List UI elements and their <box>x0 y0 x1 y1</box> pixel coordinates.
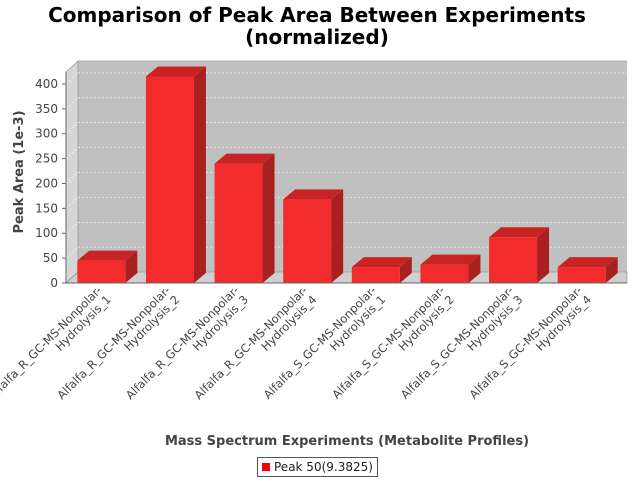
bar <box>214 153 275 283</box>
bar-side <box>399 257 412 283</box>
bar-front <box>351 267 400 283</box>
y-axis-label: Peak Area (1e-3) <box>12 110 27 233</box>
bar <box>283 189 344 283</box>
y-tick-label: 400 <box>35 77 58 91</box>
gridline-side <box>65 147 79 159</box>
bar <box>77 250 138 283</box>
bar-top <box>351 257 412 268</box>
y-tick-label: 350 <box>35 102 58 116</box>
gridline-side <box>65 72 79 85</box>
x-axis-label: Mass Spectrum Experiments (Metabolite Pr… <box>165 434 529 449</box>
bar-front <box>77 260 126 283</box>
gridline-side <box>65 197 79 209</box>
x-tick-label: Alfalfa_R_GC-MS-Nonpolar-Hydrolysis_3 <box>123 283 251 402</box>
x-tick-label: Alfalfa_R_GC-MS-Nonpolar-Hydrolysis_4 <box>191 283 319 402</box>
y-axis: 0 50 100 150 200 250 300 350 400 <box>35 72 67 290</box>
bar-front <box>214 163 263 283</box>
bar-top <box>283 189 344 200</box>
legend-swatch <box>262 463 270 471</box>
y-tick-label: 50 <box>43 251 58 265</box>
x-tick-label: Alfalfa_S_GC-MS-Nonpolar-Hydrolysis_3 <box>398 283 526 401</box>
y-tick-label: 100 <box>35 226 58 240</box>
plot-left-wall <box>65 60 79 284</box>
bar-side <box>125 250 138 283</box>
gridline-side <box>65 222 79 234</box>
bar-top <box>420 254 481 265</box>
bar-front <box>420 264 469 283</box>
bar-side <box>331 189 344 283</box>
gridline-side <box>65 246 79 259</box>
bar <box>351 257 412 283</box>
chart-subtitle: (normalized) <box>245 25 389 49</box>
x-axis: Alfalfa_R_GC-MS-Nonpolar-Hydrolysis_1Alf… <box>0 282 627 402</box>
bar-side <box>605 257 618 283</box>
bar <box>557 257 618 283</box>
bar-side <box>537 227 550 283</box>
bar-side <box>193 66 206 283</box>
bar <box>489 227 550 283</box>
y-tick-label: 250 <box>35 152 58 166</box>
bar-top <box>489 227 550 238</box>
bar-top <box>557 257 618 268</box>
gridline-side <box>65 122 79 134</box>
y-tick-label: 300 <box>35 127 58 141</box>
x-tick-label: Alfalfa_S_GC-MS-Nonpolar-Hydrolysis_1 <box>261 283 389 401</box>
bar-front <box>557 267 606 283</box>
bars <box>77 66 618 283</box>
bar <box>420 254 481 283</box>
x-tick-label: Alfalfa_S_GC-MS-Nonpolar-Hydrolysis_2 <box>329 283 457 401</box>
bar-front <box>489 237 538 283</box>
bar-top <box>77 250 138 261</box>
legend-label: Peak 50(9.3825) <box>274 460 373 474</box>
y-tick-label: 150 <box>35 201 58 215</box>
y-tick-label: 200 <box>35 176 58 190</box>
gridline-side <box>65 172 79 184</box>
legend: Peak 50(9.3825) <box>257 457 378 477</box>
chart-title: Comparison of Peak Area Between Experime… <box>48 3 586 27</box>
bar-side <box>262 153 275 283</box>
bar-side <box>468 254 481 283</box>
x-tick-label: Alfalfa_R_GC-MS-Nonpolar-Hydrolysis_2 <box>54 283 182 402</box>
bar-front <box>283 199 332 283</box>
bar-top <box>214 153 275 164</box>
bar-top <box>145 66 206 77</box>
x-tick-label: Alfalfa_S_GC-MS-Nonpolar-Hydrolysis_4 <box>466 283 594 401</box>
gridline-side <box>65 97 79 110</box>
y-tick-label: 0 <box>50 276 58 290</box>
bar-front <box>145 76 194 283</box>
bar <box>145 66 206 283</box>
